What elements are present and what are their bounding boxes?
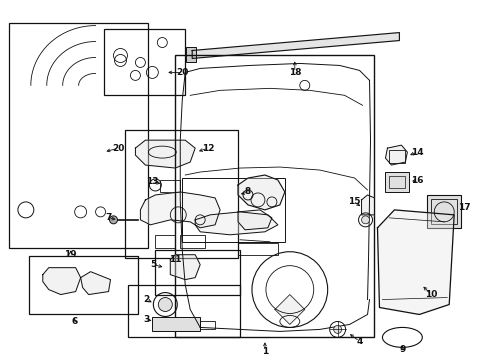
Text: 20: 20 <box>112 144 124 153</box>
Bar <box>238 243 278 255</box>
Bar <box>29 256 138 315</box>
Text: 18: 18 <box>289 68 301 77</box>
Bar <box>175 55 374 337</box>
Bar <box>9 23 148 248</box>
Text: 11: 11 <box>169 255 181 264</box>
Text: 12: 12 <box>202 144 215 153</box>
Text: 14: 14 <box>411 148 424 157</box>
Text: 6: 6 <box>72 317 78 326</box>
Polygon shape <box>171 255 200 280</box>
Text: 5: 5 <box>150 260 156 269</box>
Text: 7: 7 <box>105 213 112 222</box>
Text: 10: 10 <box>425 290 438 299</box>
Text: 16: 16 <box>411 176 423 185</box>
Text: 2: 2 <box>143 295 149 304</box>
Polygon shape <box>275 294 305 324</box>
Bar <box>427 195 461 228</box>
Bar <box>152 318 200 332</box>
Polygon shape <box>135 140 195 168</box>
Polygon shape <box>238 175 285 210</box>
Bar <box>155 250 240 294</box>
Circle shape <box>110 216 118 224</box>
Bar <box>182 178 285 242</box>
Polygon shape <box>195 212 278 235</box>
Bar <box>155 235 175 248</box>
Bar <box>128 285 240 337</box>
Polygon shape <box>362 195 374 215</box>
Polygon shape <box>386 145 407 165</box>
Text: 15: 15 <box>348 197 361 206</box>
Text: 3: 3 <box>143 315 149 324</box>
Polygon shape <box>141 192 220 228</box>
Text: 19: 19 <box>64 250 77 259</box>
Bar <box>186 46 196 62</box>
Text: 20: 20 <box>176 68 189 77</box>
Text: 8: 8 <box>245 188 251 197</box>
Text: 9: 9 <box>399 345 406 354</box>
Text: 17: 17 <box>458 203 470 212</box>
Polygon shape <box>238 210 272 230</box>
Bar <box>390 150 405 163</box>
Polygon shape <box>377 210 454 315</box>
Text: 13: 13 <box>146 177 159 186</box>
Bar <box>103 28 185 95</box>
Text: 1: 1 <box>262 347 268 356</box>
Circle shape <box>362 216 369 224</box>
Circle shape <box>158 298 172 311</box>
Circle shape <box>334 325 342 333</box>
Bar <box>390 176 405 188</box>
Text: 4: 4 <box>356 337 363 346</box>
Bar <box>160 180 180 192</box>
Bar <box>200 321 215 329</box>
Polygon shape <box>81 272 111 294</box>
Bar <box>180 235 205 248</box>
Bar <box>431 199 457 224</box>
Bar <box>125 130 238 258</box>
Polygon shape <box>43 268 81 294</box>
Polygon shape <box>192 32 399 58</box>
Bar <box>386 172 409 192</box>
